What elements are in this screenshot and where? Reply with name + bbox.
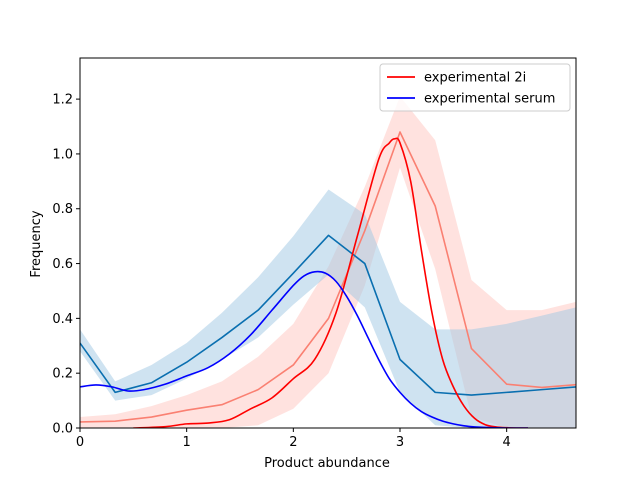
series-line-2 [80, 131, 576, 423]
series-line-1 [80, 270, 528, 428]
plot-frame [79, 57, 577, 429]
x-tick-label: 0 [76, 435, 84, 450]
series-line-0 [133, 137, 528, 428]
y-axis-label: Frequency [29, 210, 44, 277]
y-tick-label: 0.8 [52, 202, 73, 217]
x-tick-label: 1 [183, 435, 191, 450]
series-line-3 [80, 234, 576, 396]
y-tick-label: 1.0 [52, 147, 73, 162]
x-tick-label: 2 [289, 435, 297, 450]
legend: experimental 2i experimental serum [379, 63, 571, 112]
y-tick-label: 0.2 [52, 367, 73, 382]
y-tick-label: 0.6 [52, 257, 73, 272]
x-tick-label: 4 [503, 435, 511, 450]
legend-label: experimental serum [424, 92, 555, 107]
y-tick-label: 0.0 [52, 422, 73, 437]
x-axis: 0 1 2 3 4 [76, 428, 511, 450]
confidence-bands [80, 96, 576, 428]
y-tick-label: 1.2 [52, 93, 73, 108]
x-axis-label: Product abundance [264, 456, 390, 471]
legend-label: experimental 2i [424, 71, 526, 86]
legend-box [379, 63, 571, 112]
y-tick-label: 0.4 [52, 312, 73, 327]
series-lines [80, 131, 576, 428]
band-3 [80, 189, 576, 428]
y-axis: 0.0 0.2 0.4 0.6 0.8 1.0 1.2 [52, 93, 80, 437]
x-tick-label: 3 [396, 435, 404, 450]
